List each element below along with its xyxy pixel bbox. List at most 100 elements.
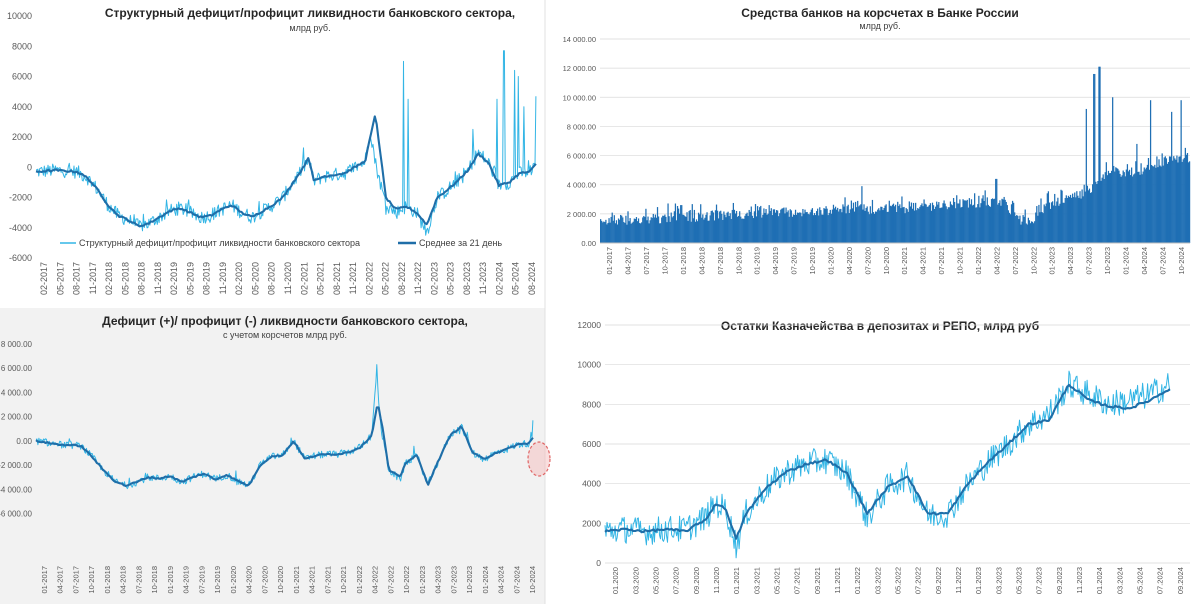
bar [1152,166,1154,243]
bar [640,223,642,243]
bar [803,213,805,243]
x-tick-label: 05-2020 [250,262,260,295]
bar [1092,184,1094,243]
bar [791,216,793,243]
bar [952,198,955,243]
y-tick-label: 4 000.00 [567,181,596,190]
bar [863,204,865,243]
panel-4-background [545,308,1200,604]
x-tick-label: 01.2020 [611,567,620,594]
bar [850,200,852,243]
bar [925,204,927,243]
bar [792,214,795,243]
bar [1105,162,1107,243]
x-tick-label: 04-2022 [371,566,380,594]
bar [606,224,608,243]
bar [789,209,791,243]
bar [797,212,799,243]
bar [794,209,797,243]
bar [1178,156,1180,243]
bar [680,205,682,243]
bar [923,199,925,243]
bar [648,223,650,243]
x-tick-label: 04-2023 [434,566,443,594]
x-tick-label: 09.2024 [1176,567,1185,594]
bar [918,208,920,243]
bar [812,215,815,243]
bar [651,217,653,243]
bar [819,207,821,243]
bar [1103,178,1105,243]
bar [1002,199,1004,243]
bar [1171,111,1173,243]
x-tick-label: 10-2017 [661,247,670,275]
bar [1051,201,1054,243]
x-tick-label: 08-2021 [332,262,342,295]
bar [1037,215,1039,243]
bar [1013,202,1015,243]
bar [604,222,606,243]
bar [826,208,828,243]
bar [688,211,690,243]
bar [1070,197,1073,243]
bar [1136,143,1138,243]
bar [756,206,759,243]
panel-2-background [545,0,1200,310]
bar [1123,172,1125,243]
bar [804,209,806,243]
bar [1017,215,1019,243]
series-line-average [604,383,1171,540]
bar [929,203,932,243]
bar [637,218,640,243]
bar [1008,212,1011,243]
bar [825,206,827,243]
x-tick-label: 10-2019 [808,247,817,275]
bar [1077,195,1079,243]
bar [884,205,886,243]
bar [886,211,888,243]
bar [1138,171,1140,243]
bar [1069,194,1072,243]
bar [610,216,612,243]
bar [888,200,890,243]
bar [1159,165,1161,243]
x-tick-label: 11.2023 [1075,567,1084,594]
x-tick-label: 01.2021 [732,567,741,594]
bar [933,209,936,243]
x-tick-label: 04-2018 [119,566,128,594]
x-tick-label: 11-2018 [153,262,163,294]
bar [734,213,737,243]
bar [820,210,822,243]
bar [842,204,844,243]
bar [713,220,716,243]
x-tick-label: 02-2018 [104,262,114,295]
x-tick-label: 11-2017 [88,262,98,294]
bar [970,199,973,243]
bar [880,206,882,243]
x-tick-label: 11-2023 [478,262,488,294]
x-tick-label: 05-2018 [120,262,130,295]
bar [976,207,978,243]
x-tick-label: 07-2021 [323,566,332,594]
x-tick-label: 02-2022 [364,262,374,295]
x-tick-label: 07.2023 [1035,567,1044,594]
bar [1088,188,1091,243]
y-tick-label: 6 000.00 [1,364,33,373]
bar [897,201,899,243]
bar [856,207,858,243]
bar [746,212,748,243]
x-tick-label: 10-2023 [465,566,474,594]
bar [1000,205,1002,243]
bar [787,210,789,243]
bar [1033,223,1035,243]
x-tick-label: 07.2020 [672,567,681,594]
bar [781,208,783,243]
bar [1024,209,1026,243]
y-tick-label: 2 000.00 [567,210,596,219]
x-tick-label: 08-2020 [267,262,277,295]
bar [1022,215,1024,243]
bar [811,208,814,243]
bar [834,206,837,243]
x-tick-label: 07-2020 [260,566,269,594]
bar [963,200,965,243]
